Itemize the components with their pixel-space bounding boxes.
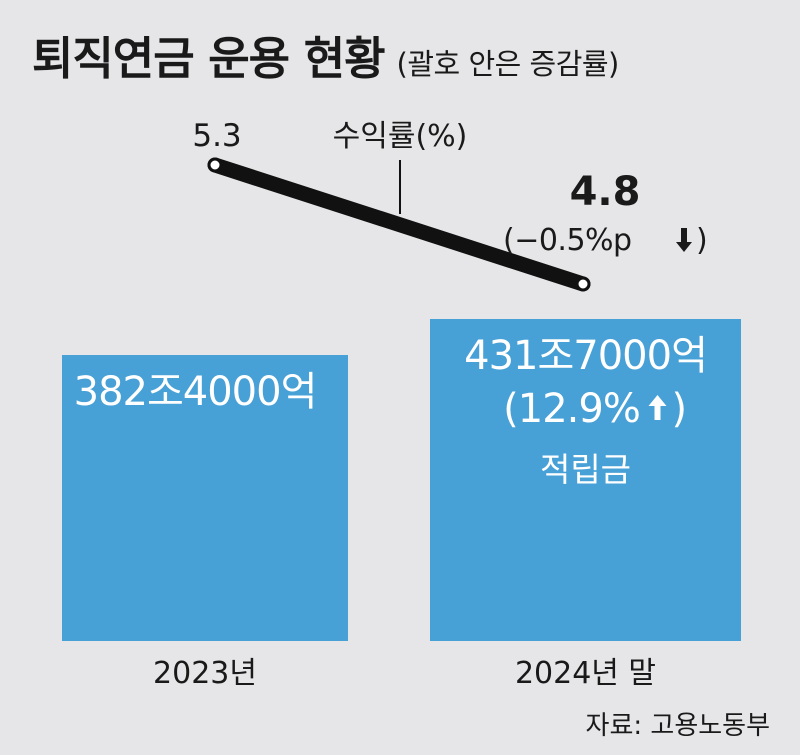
yield-series-label: 수익률(%) — [333, 119, 468, 154]
x-tick-label-2: 2024년 말 — [515, 656, 656, 691]
yield-value-label-1: 5.3 — [192, 118, 241, 154]
yield-point-2 — [575, 276, 591, 292]
yield-value-label-2: 4.8 — [570, 169, 641, 215]
yield-point-1 — [207, 157, 223, 173]
yield-line — [207, 157, 591, 292]
bar-2 — [430, 318, 741, 641]
chart-subtitle: (괄호 안은 증감률) — [396, 47, 620, 81]
bar-value-label-2: 431조7000억 — [464, 333, 707, 379]
yield-change-close-paren: ) — [696, 223, 708, 258]
bar-change-label: (12.9% — [503, 386, 640, 432]
bar-series-label: 적립금 — [540, 450, 631, 489]
bar-value-label-1: 382조4000억 — [74, 369, 317, 415]
x-tick-label-1: 2023년 — [153, 656, 257, 691]
chart-title-block: 퇴직연금 운용 현황 (괄호 안은 증감률) — [32, 22, 619, 87]
source-note: 자료: 고용노동부 — [585, 711, 770, 741]
yield-change-label: (−0.5%p — [503, 223, 632, 258]
chart-title: 퇴직연금 운용 현황 — [32, 32, 386, 85]
bar-1 — [62, 355, 348, 641]
bar-change-close-paren: ) — [672, 386, 688, 432]
up-arrow-icon — [648, 394, 667, 420]
down-arrow-icon — [676, 228, 692, 252]
